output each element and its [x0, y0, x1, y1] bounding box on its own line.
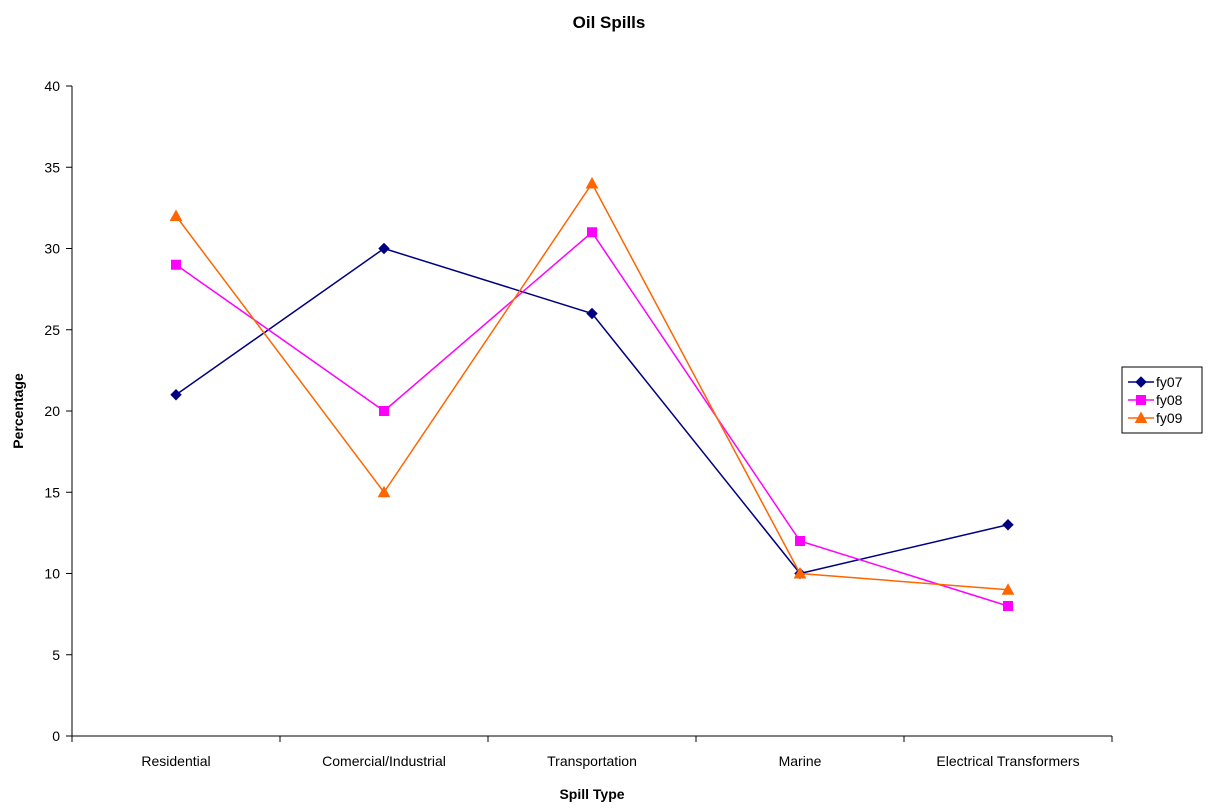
y-tick-label: 35	[44, 159, 60, 175]
series-line-fy08	[175, 231, 1009, 607]
chart-title: Oil Spills	[573, 13, 646, 32]
data-point-fy08	[1003, 601, 1013, 611]
data-point-fy07	[1002, 519, 1014, 531]
data-point-fy08	[587, 227, 597, 238]
x-tick-label: Electrical Transformers	[936, 753, 1079, 769]
y-tick-label: 0	[52, 728, 60, 744]
y-tick-label: 10	[44, 566, 60, 582]
data-point-fy07	[378, 242, 390, 255]
data-point-fy09	[1001, 583, 1015, 595]
legend-marker	[1136, 395, 1146, 405]
data-point-fy09	[169, 209, 183, 221]
series-fy09	[169, 176, 1015, 595]
legend-item-fy09: fy09	[1128, 410, 1183, 426]
legend: fy07 fy08 fy09	[1121, 366, 1203, 434]
legend-marker	[1135, 376, 1147, 388]
data-point-fy09	[585, 176, 599, 189]
legend-label: fy08	[1156, 392, 1183, 408]
x-tick-label: Transportation	[547, 753, 637, 769]
series-fy08	[171, 227, 1013, 611]
x-tick-label: Marine	[779, 753, 822, 769]
x-tick-label: Residential	[141, 753, 210, 769]
legend-label: fy07	[1156, 374, 1183, 390]
series-line-fy09	[175, 182, 1009, 591]
x-tick-label: Comercial/Industrial	[322, 753, 446, 769]
data-point-fy08	[171, 259, 181, 270]
y-tick-label: 20	[44, 403, 60, 419]
y-tick-label: 15	[44, 484, 60, 500]
series-fy07	[170, 242, 1014, 580]
data-point-fy07	[170, 389, 182, 401]
y-axis-title: Percentage	[10, 373, 26, 449]
x-axis-title: Spill Type	[559, 786, 624, 802]
data-point-fy07	[586, 307, 598, 320]
legend-marker	[1134, 411, 1148, 423]
y-tick-label: 25	[44, 322, 60, 338]
axes: 0 5 10 15 20 25 30 35 40 Residential Comercial/Ind…	[44, 78, 1113, 769]
data-point-fy08	[795, 536, 805, 546]
y-tick-label: 30	[44, 241, 60, 257]
series-layer	[169, 176, 1015, 611]
y-tick-label: 40	[44, 78, 60, 94]
legend-label: fy09	[1156, 410, 1183, 426]
series-line-fy07	[175, 247, 1009, 575]
data-point-fy09	[793, 566, 807, 579]
legend-item-fy07: fy07	[1128, 374, 1183, 390]
data-point-fy08	[379, 406, 389, 416]
y-tick-label: 5	[52, 647, 60, 663]
data-point-fy09	[377, 485, 391, 498]
legend-item-fy08: fy08	[1128, 392, 1183, 408]
